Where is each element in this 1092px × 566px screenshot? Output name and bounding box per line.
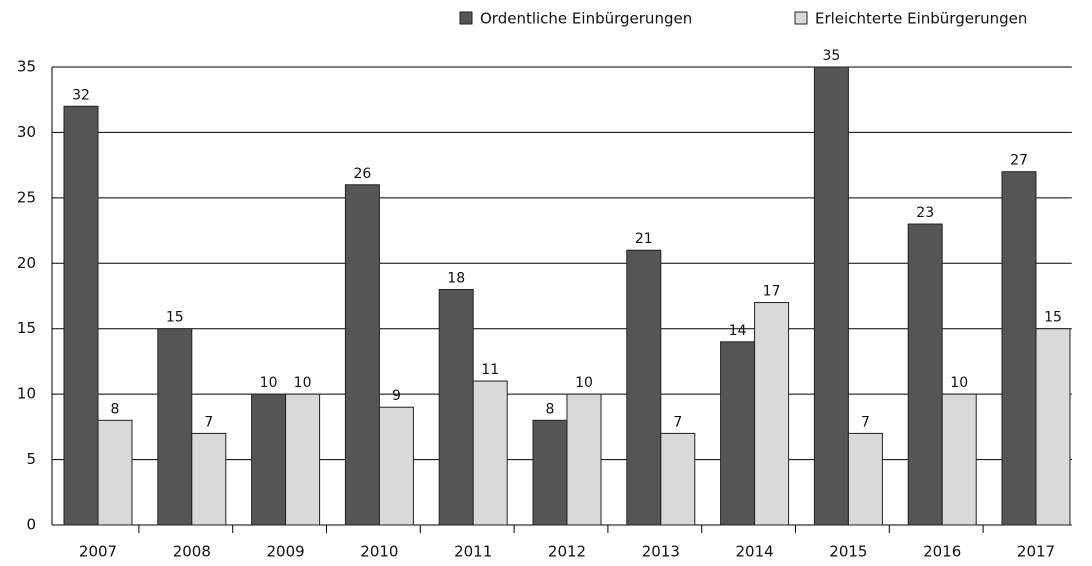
value-label: 21 — [635, 231, 653, 247]
x-tick-label: 2010 — [360, 543, 398, 561]
bar — [907, 223, 943, 526]
value-label: 7 — [204, 414, 213, 430]
bar — [97, 419, 133, 526]
y-tick-label: 35 — [17, 58, 36, 76]
x-tick-label: 2007 — [79, 543, 117, 561]
bar — [285, 393, 321, 526]
value-label: 26 — [353, 166, 371, 182]
bar — [157, 328, 193, 526]
bar — [847, 432, 883, 526]
value-label: 10 — [950, 375, 968, 391]
bar — [532, 419, 568, 526]
y-tick-label: 20 — [17, 254, 36, 272]
value-label: 32 — [72, 87, 90, 103]
y-tick-label: 0 — [26, 516, 36, 534]
bar — [1035, 328, 1071, 526]
bar — [63, 105, 99, 526]
bar — [566, 393, 602, 526]
value-label: 18 — [447, 270, 465, 286]
legend-label: Ordentliche Einbürgerungen — [480, 10, 692, 28]
bar — [472, 380, 508, 526]
value-label: 8 — [546, 401, 555, 417]
legend-swatch — [794, 11, 808, 25]
x-tick-label: 2017 — [1017, 543, 1055, 561]
value-label: 10 — [294, 375, 312, 391]
value-label: 27 — [1010, 153, 1028, 169]
bar — [813, 66, 849, 526]
value-label: 15 — [166, 310, 184, 326]
y-tick-label: 25 — [17, 188, 36, 206]
bar — [438, 288, 474, 526]
value-label: 23 — [916, 205, 934, 221]
x-tick-label: 2015 — [829, 543, 867, 561]
value-label: 9 — [392, 388, 401, 404]
x-tick-label: 2016 — [923, 543, 961, 561]
bar — [378, 406, 414, 526]
bar — [754, 302, 790, 526]
bar — [251, 393, 287, 526]
x-tick-label: 2008 — [173, 543, 211, 561]
y-tick-label: 30 — [17, 123, 36, 141]
y-tick-label: 15 — [17, 319, 36, 337]
value-label: 7 — [861, 414, 870, 430]
value-label: 10 — [575, 375, 593, 391]
value-label: 15 — [1044, 310, 1062, 326]
value-label: 8 — [111, 401, 120, 417]
bar — [941, 393, 977, 526]
x-tick-label: 2011 — [454, 543, 492, 561]
x-tick-label: 2014 — [736, 543, 774, 561]
y-tick-label: 5 — [26, 450, 36, 468]
y-tick-label: 10 — [17, 385, 36, 403]
x-tick-label: 2009 — [267, 543, 305, 561]
value-label: 14 — [729, 323, 747, 339]
x-tick-label: 2013 — [642, 543, 680, 561]
value-label: 11 — [481, 362, 499, 378]
legend-swatch — [459, 11, 473, 25]
x-tick-label: 2012 — [548, 543, 586, 561]
bar — [626, 249, 662, 526]
value-label: 7 — [673, 414, 682, 430]
value-label: 10 — [260, 375, 278, 391]
value-label: 17 — [763, 284, 781, 300]
bar — [344, 184, 380, 526]
bar — [660, 432, 696, 526]
bar — [191, 432, 227, 526]
value-label: 35 — [822, 48, 840, 64]
bar — [720, 341, 756, 526]
bar — [1001, 171, 1037, 526]
legend-label: Erleichterte Einbürgerungen — [815, 10, 1027, 28]
